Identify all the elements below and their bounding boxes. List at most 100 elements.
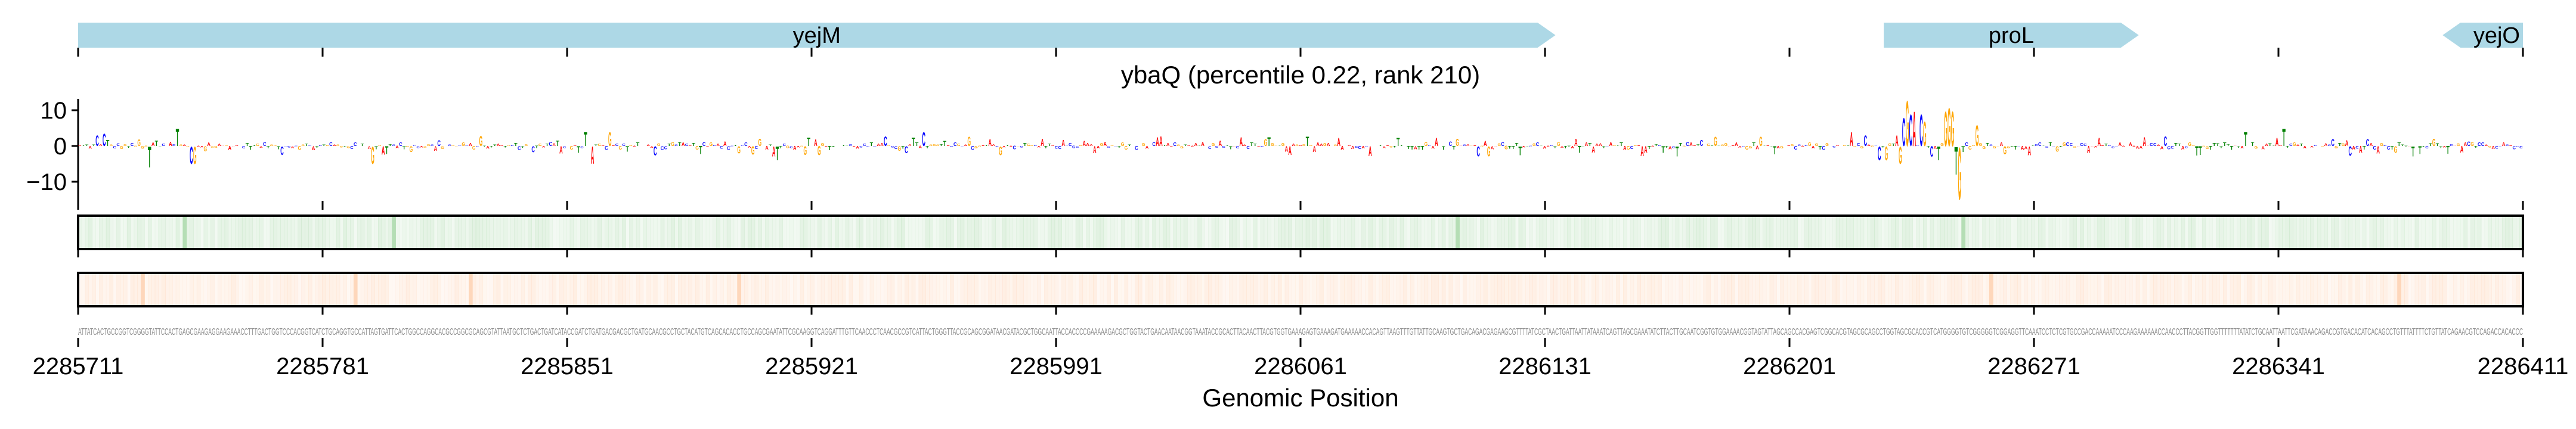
heatmap-cell [723, 216, 727, 249]
logo-letter: T [2446, 145, 2450, 157]
heatmap-cell [1839, 273, 1844, 306]
heatmap-cell [1184, 273, 1188, 306]
heatmap-cell [1086, 216, 1090, 249]
logo-letter: A [2460, 144, 2464, 155]
heatmap-cell [1518, 216, 1522, 249]
logo-letter: C [242, 145, 246, 149]
heatmap-cell [1358, 216, 1362, 249]
heatmap-cell [2118, 273, 2122, 306]
logo-letter: A [2091, 146, 2094, 147]
heatmap-cell [130, 216, 135, 249]
heatmap-cell [1131, 273, 1135, 306]
logo-letter: G [1281, 142, 1285, 147]
heatmap-cell [1888, 273, 1892, 306]
heatmap-cell [1860, 216, 1865, 249]
heatmap-cell [1923, 273, 1927, 306]
heatmap-cell [685, 216, 689, 249]
heatmap-cell [601, 273, 605, 306]
logo-letter: C [2519, 145, 2523, 149]
heatmap-cell [552, 216, 556, 249]
logo-letter: T [870, 142, 874, 147]
heatmap-cell [339, 216, 344, 249]
heatmap-cell [758, 216, 762, 249]
logo-letter: G [1944, 101, 1948, 157]
heatmap-cell [636, 216, 640, 249]
heatmap-cell [2324, 273, 2329, 306]
logo-letter: A [1243, 144, 1246, 147]
heatmap-cell [490, 216, 494, 249]
heatmap-cell [1069, 216, 1073, 249]
heatmap-cell [1107, 273, 1111, 306]
logo-letter: G [671, 141, 674, 147]
heatmap-cell [849, 273, 853, 306]
logo-letter: T [779, 145, 783, 149]
logo-letter: A [1435, 136, 1438, 149]
logo-letter: A [1473, 145, 1477, 147]
logo-letter: T [305, 143, 308, 147]
heatmap-cell [1944, 273, 1948, 306]
logo-letter: C [2450, 144, 2453, 147]
logo-letter: C [1965, 142, 1968, 147]
logo-letter: T [267, 145, 270, 149]
heatmap-cell [1546, 273, 1550, 306]
heatmap-cell [2101, 273, 2105, 306]
heatmap-cell [639, 216, 644, 249]
heatmap-cell [852, 273, 856, 306]
heatmap-cell [1441, 273, 1446, 306]
heatmap-cell [1082, 216, 1086, 249]
logo-letter: C [2327, 144, 2331, 147]
heatmap-cell [2014, 216, 2018, 249]
logo-letter: G [1948, 97, 1951, 158]
heatmap-cell [2299, 216, 2304, 249]
logo-letter: T [1519, 144, 1522, 158]
heatmap-cell [1333, 273, 1338, 306]
heatmap-cell [769, 273, 773, 306]
heatmap-cell [999, 216, 1003, 249]
logo-letter: T [1891, 143, 1895, 147]
heatmap-cell [1616, 216, 1620, 249]
heatmap-cell [235, 273, 239, 306]
heatmap-cell [1940, 273, 1945, 306]
heatmap-cell [1187, 273, 1191, 306]
logo-letter: C [413, 145, 416, 147]
heatmap-cell [1766, 216, 1770, 249]
heatmap-cell [2275, 216, 2280, 249]
logo-letter: A [2376, 145, 2380, 157]
heatmap-cell [1741, 273, 1746, 306]
heatmap-cell [1630, 216, 1634, 249]
heatmap-cell [2062, 273, 2067, 306]
heatmap-cell [1912, 273, 1916, 306]
heatmap-cell [2212, 273, 2216, 306]
heatmap-cell [95, 273, 100, 306]
heatmap-cell [364, 273, 369, 306]
logo-letter: A [1494, 146, 1498, 147]
logo-letter: C [431, 144, 434, 147]
heatmap-cell [2439, 273, 2444, 306]
heatmap-cell [1284, 216, 1289, 249]
logo-letter: C [1069, 142, 1072, 147]
heatmap-cell [2041, 216, 2046, 249]
logo-letter: C [416, 145, 420, 148]
heatmap-cell [1637, 216, 1641, 249]
logo-letter: A [1812, 145, 1815, 149]
heatmap-cell [1473, 273, 1477, 306]
heatmap-cell [1989, 273, 1993, 306]
heatmap-cell [339, 273, 344, 306]
heatmap-cell [1511, 216, 1516, 249]
heatmap-cell [2477, 273, 2482, 306]
logo-letter: A [706, 145, 710, 147]
heatmap-cell [1494, 273, 1498, 306]
logo-letter: C [849, 144, 853, 147]
heatmap-cell [1243, 273, 1247, 306]
logo-letter: T [1400, 145, 1404, 146]
logo-letter: A [500, 144, 504, 147]
heatmap-cell [2310, 273, 2314, 306]
logo-letter: T [2174, 142, 2178, 147]
logo-letter: G [1389, 145, 1393, 148]
heatmap-cell [182, 216, 187, 249]
logo-letter: G [1125, 145, 1128, 151]
heatmap-cell [179, 216, 184, 249]
heatmap-cell [1738, 216, 1742, 249]
logo-letter: T [1253, 143, 1257, 147]
logo-letter: G [967, 135, 971, 149]
